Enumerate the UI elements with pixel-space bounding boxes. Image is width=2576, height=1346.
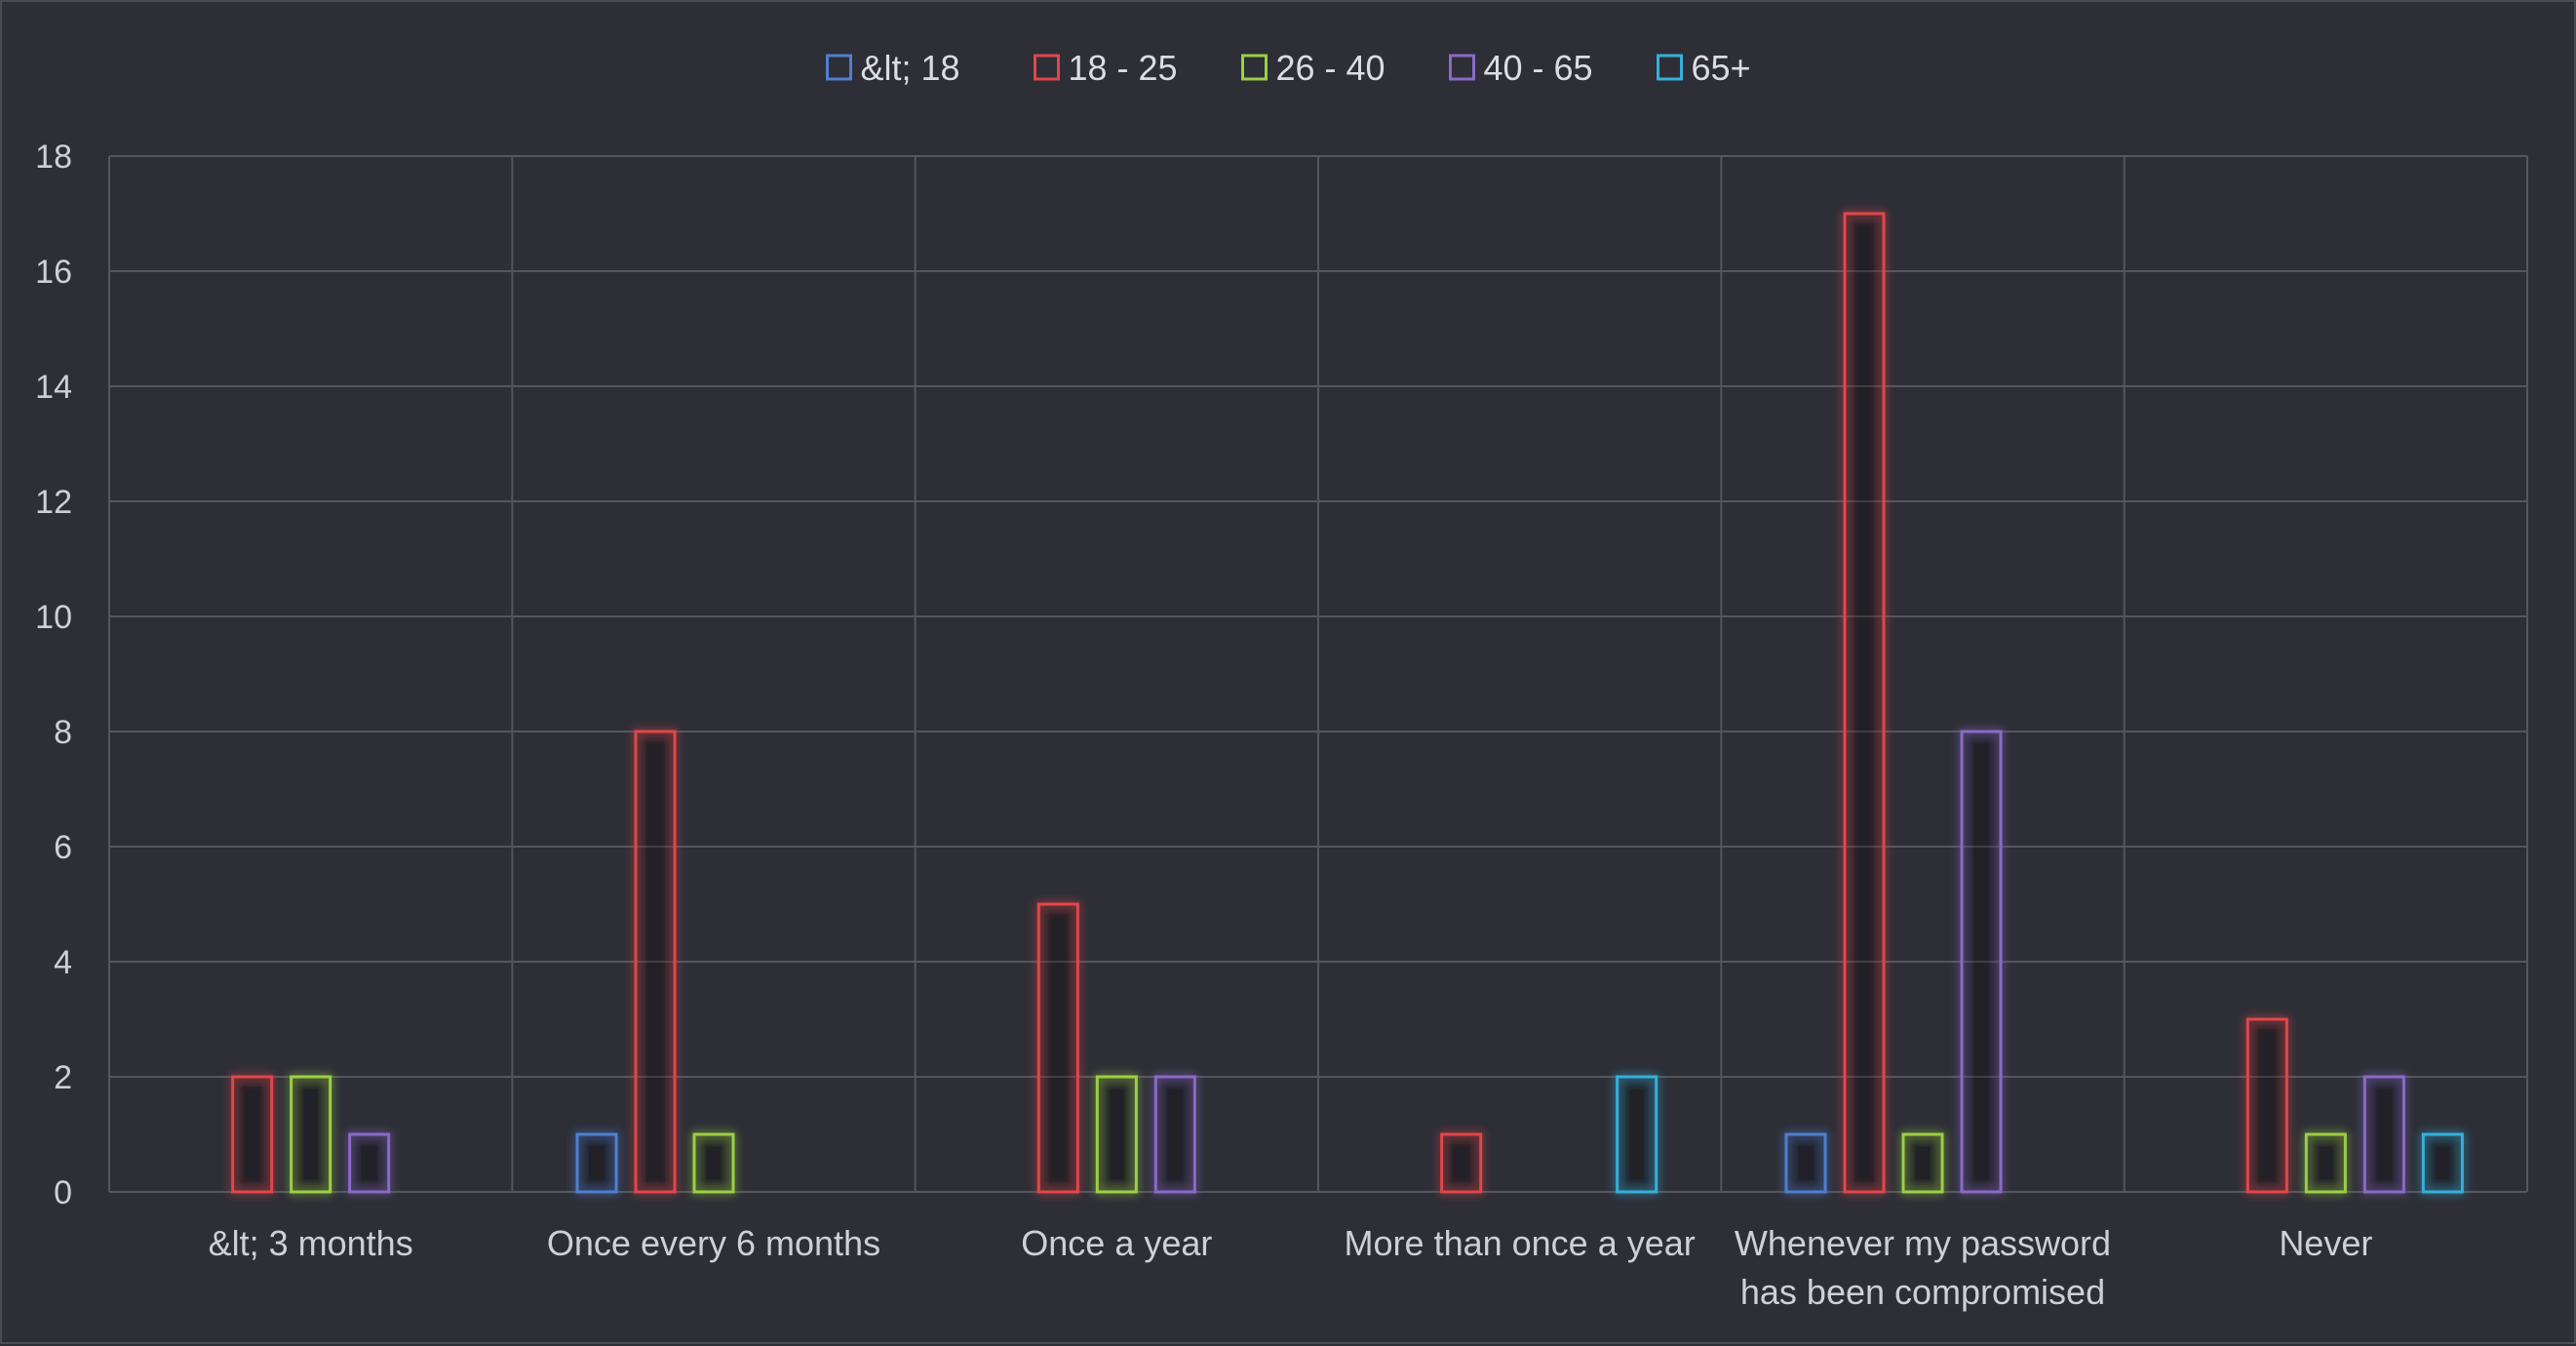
bar: [2362, 1075, 2405, 1194]
x-tick-label: Once a year: [1021, 1223, 1212, 1263]
legend-label: &lt; 18: [861, 48, 960, 88]
x-tick-label: Once every 6 months: [547, 1223, 880, 1263]
bar: [231, 1075, 274, 1194]
x-tick-label: More than once a year: [1345, 1223, 1696, 1263]
bar: [1036, 902, 1079, 1194]
y-tick-label: 6: [54, 829, 72, 866]
bar: [575, 1132, 618, 1194]
y-tick-label: 0: [54, 1174, 72, 1211]
bar: [1843, 212, 1886, 1194]
x-axis-labels: &lt; 3 months Once every 6 months Once a y…: [209, 1223, 2373, 1312]
y-tick-label: 16: [35, 254, 72, 291]
bars-layer: [231, 212, 2464, 1194]
x-tick-label: Whenever my password: [1735, 1223, 2111, 1263]
bar: [348, 1132, 391, 1194]
y-tick-label: 2: [54, 1059, 72, 1096]
legend-swatch: [1034, 54, 1060, 81]
legend-item: 65+: [1657, 48, 1751, 88]
legend-label: 40 - 65: [1484, 48, 1593, 88]
bar: [2245, 1017, 2288, 1194]
legend-swatch: [826, 54, 852, 81]
bar: [2421, 1132, 2464, 1194]
legend-swatch: [1241, 54, 1268, 81]
legend-label: 65+: [1692, 48, 1751, 88]
y-tick-label: 18: [35, 139, 72, 176]
bar: [1616, 1075, 1659, 1194]
y-tick-label: 4: [54, 944, 72, 981]
bar: [2304, 1132, 2347, 1194]
legend: &lt; 18 18 - 25 26 - 40 40 - 65 65+: [826, 48, 1751, 88]
y-tick-label: 14: [35, 369, 72, 406]
legend-item: 26 - 40: [1241, 48, 1386, 88]
bar: [290, 1075, 332, 1194]
legend-swatch: [1657, 54, 1683, 81]
y-tick-label: 8: [54, 714, 72, 751]
bar: [634, 730, 677, 1194]
bar: [1901, 1132, 1944, 1194]
bar: [1095, 1075, 1138, 1194]
legend-label: 26 - 40: [1276, 48, 1386, 88]
bar: [1960, 730, 2003, 1194]
legend-item: &lt; 18: [826, 48, 960, 88]
bar: [1784, 1132, 1827, 1194]
y-tick-label: 10: [35, 599, 72, 636]
legend-swatch: [1449, 54, 1475, 81]
bar: [1440, 1132, 1483, 1194]
bar: [692, 1132, 735, 1194]
bar: [1153, 1075, 1196, 1194]
x-tick-label: Never: [2279, 1223, 2372, 1263]
y-axis-ticks: 0 2 4 6 8 10 12 14 16 18: [35, 139, 72, 1211]
y-tick-label: 12: [35, 484, 72, 521]
legend-item: 18 - 25: [1034, 48, 1178, 88]
grid-layer: [108, 155, 2528, 1193]
legend-item: 40 - 65: [1449, 48, 1593, 88]
x-tick-label: has been compromised: [1740, 1272, 2105, 1312]
legend-label: 18 - 25: [1069, 48, 1178, 88]
x-tick-label: &lt; 3 months: [209, 1223, 413, 1263]
